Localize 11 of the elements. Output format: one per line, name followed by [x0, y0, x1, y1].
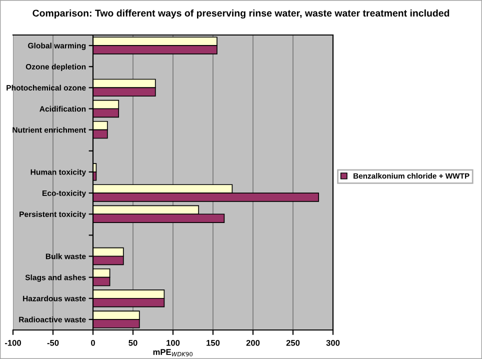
x-tick-label: 0	[91, 340, 95, 346]
x-tick-label: 100	[166, 340, 180, 346]
chart-title: Comparison: Two different ways of preserving rinse water, waste water treatment included	[32, 9, 450, 19]
x-tick-label: -50	[47, 340, 59, 346]
x-tick-label: 150	[206, 340, 220, 346]
x-axis-title: mPE$_{WDK90}$	[153, 349, 193, 356]
x-tick-label: 250	[286, 340, 300, 346]
x-tick-label: 50	[128, 340, 138, 346]
x-tick-label: 300	[326, 340, 340, 346]
x-tick-label: -100	[4, 340, 21, 346]
x-tick-label: 200	[246, 340, 260, 346]
